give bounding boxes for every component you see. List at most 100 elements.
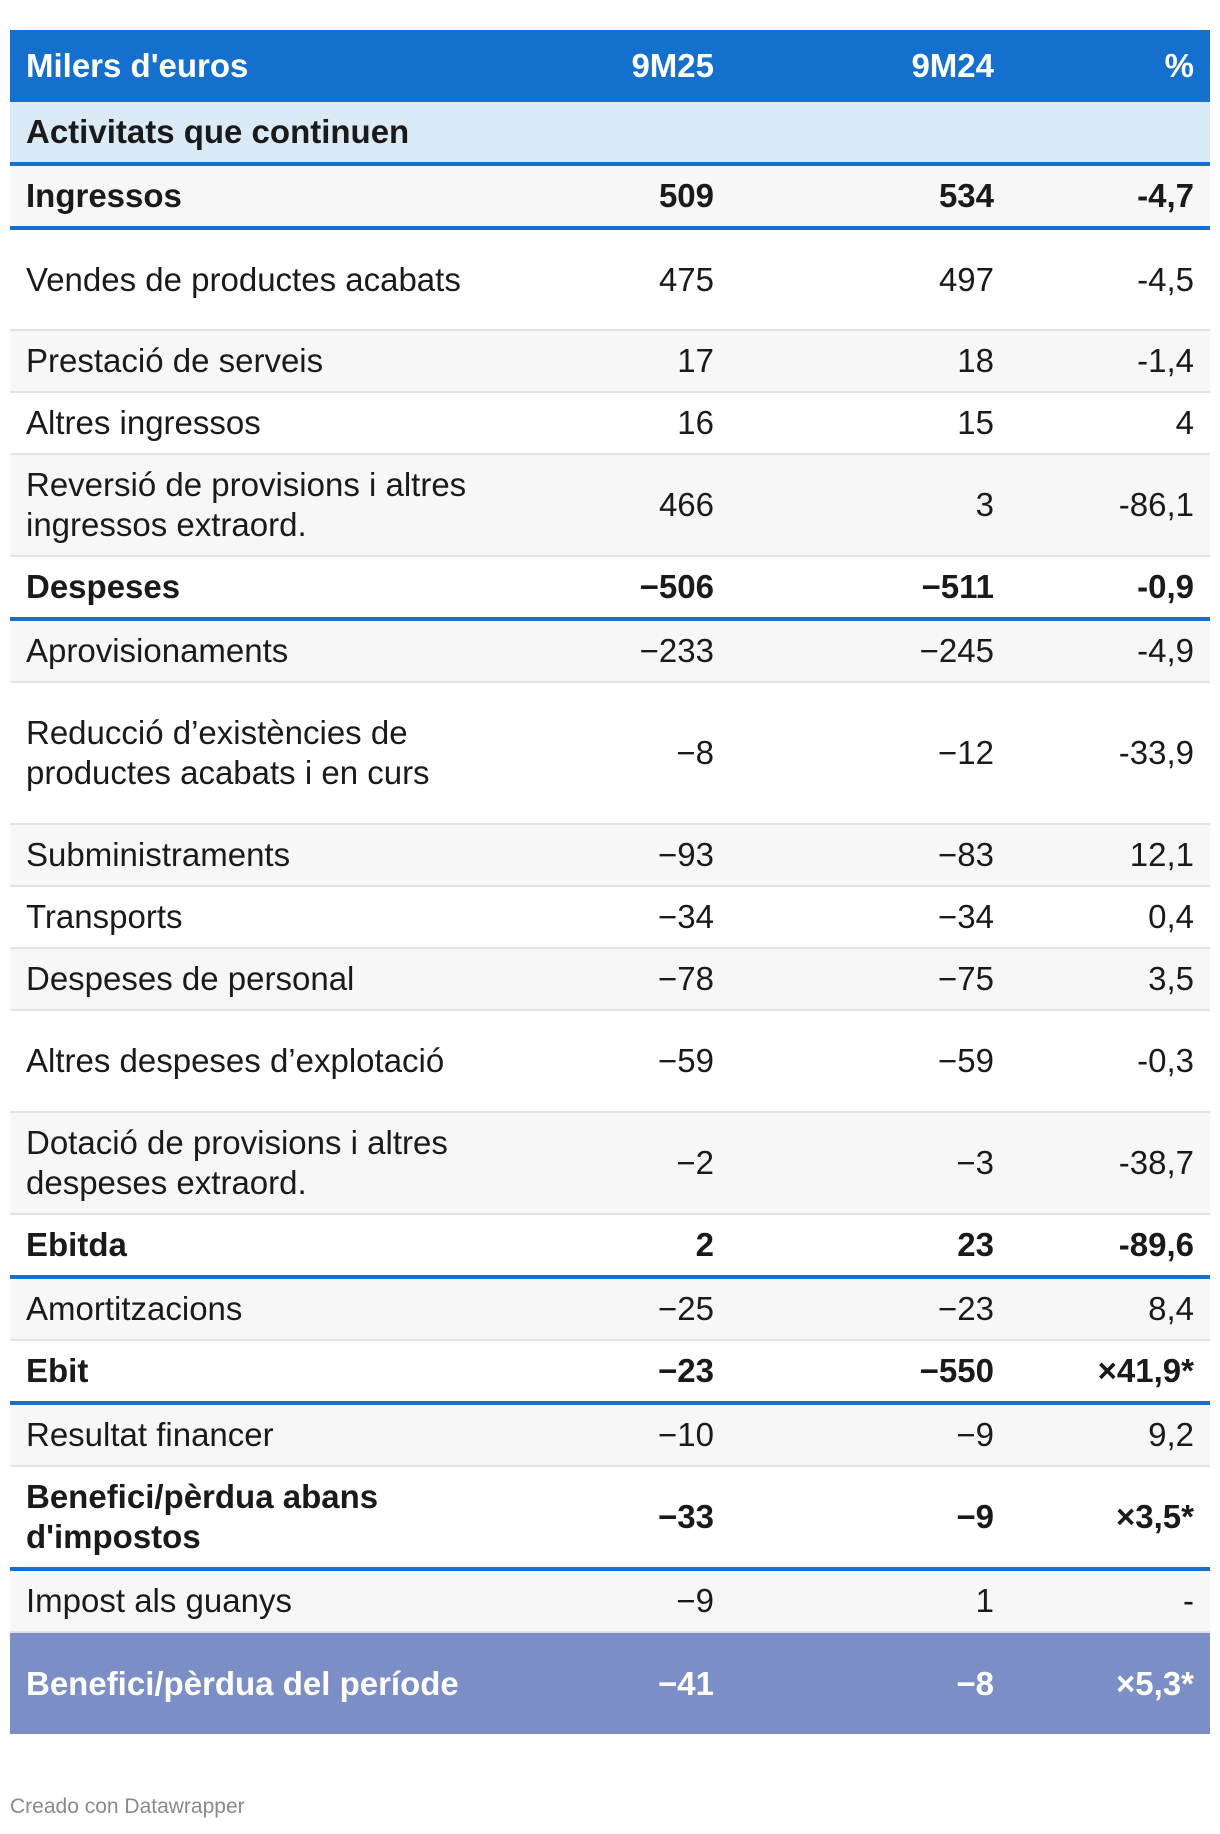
row-pct: 12,1	[1129, 836, 1194, 873]
row-pct: 4	[1175, 404, 1194, 441]
table-row-result: Benefici/pèrdua del període −41 −8 ×5,3*	[10, 1632, 1210, 1734]
row-label: Subministraments	[26, 836, 291, 873]
row-label: Altres ingressos	[26, 404, 261, 441]
table-row: Prestació de serveis 17 18 -1,4	[10, 330, 1210, 392]
table-row: Amortitzacions −25 −23 8,4	[10, 1277, 1210, 1340]
table-row: Altres despeses d’explotació −59 −59 -0,…	[10, 1010, 1210, 1112]
table-row: Transports −34 −34 0,4	[10, 886, 1210, 948]
row-pct: 9,2	[1148, 1416, 1194, 1453]
table-row-ingressos: Ingressos 509 534 -4,7	[10, 164, 1210, 228]
row-9m24: 23	[957, 1226, 994, 1263]
row-pct: 0,4	[1148, 898, 1194, 935]
header-percent: %	[1164, 47, 1194, 84]
row-label: Ebit	[26, 1352, 89, 1389]
row-label: Resultat financer	[26, 1416, 274, 1453]
table-row: Reducció d’existències de productes acab…	[10, 682, 1210, 824]
row-9m25: −33	[658, 1498, 714, 1535]
row-pct: -	[1183, 1582, 1194, 1619]
row-9m25: −59	[658, 1042, 714, 1079]
table-row-bai: Benefici/pèrdua abans d'impostos −33 −9 …	[10, 1466, 1210, 1569]
row-9m24: −34	[938, 898, 994, 935]
table-row: Dotació de provisions i altres despeses …	[10, 1112, 1210, 1214]
row-pct: -4,5	[1137, 260, 1194, 298]
row-9m25: −93	[658, 836, 714, 873]
row-pct: ×5,3*	[1116, 1664, 1194, 1702]
row-label: Despeses	[26, 568, 181, 605]
row-9m25: −8	[676, 734, 714, 771]
header-label: Milers d'euros	[26, 47, 249, 84]
row-label: Ebitda	[26, 1226, 127, 1263]
row-pct: ×3,5*	[1116, 1498, 1194, 1535]
table-row: Reversió de provisions i altres ingresso…	[10, 454, 1210, 556]
table-row: Impost als guanys −9 1 -	[10, 1569, 1210, 1632]
row-pct: 3,5	[1148, 960, 1194, 997]
section-row: Activitats que continuen	[10, 102, 1210, 164]
row-9m24: −3	[956, 1144, 994, 1181]
financial-table-container: Milers d'euros 9M25 9M24 % Activitats qu…	[10, 30, 1210, 1734]
row-pct: -0,9	[1137, 568, 1194, 605]
row-pct: -4,9	[1137, 632, 1194, 669]
row-9m24: −12	[938, 734, 994, 771]
table-row: Despeses de personal −78 −75 3,5	[10, 948, 1210, 1010]
row-pct: -33,9	[1118, 734, 1194, 771]
row-9m24: −59	[938, 1042, 994, 1079]
row-label: Reducció d’existències de productes acab…	[26, 714, 430, 791]
row-9m25: −506	[639, 568, 714, 605]
row-9m24: −23	[938, 1290, 994, 1327]
row-pct: 8,4	[1148, 1290, 1194, 1327]
header-9m25: 9M25	[631, 47, 714, 84]
row-label: Dotació de provisions i altres despeses …	[26, 1124, 448, 1201]
row-9m25: −9	[676, 1582, 714, 1619]
row-9m25: 466	[658, 486, 714, 523]
row-9m24: −8	[956, 1664, 994, 1702]
row-label: Transports	[26, 898, 183, 935]
row-9m24: −550	[919, 1352, 994, 1389]
row-9m25: −34	[658, 898, 714, 935]
table-row: Vendes de productes acabats 475 497 -4,5	[10, 228, 1210, 330]
row-9m24: 497	[938, 260, 994, 298]
row-9m25: 17	[677, 342, 714, 379]
footer-credit[interactable]: Creado con Datawrapper	[10, 1795, 245, 1818]
row-label: Amortitzacions	[26, 1290, 243, 1327]
table-row: Resultat financer −10 −9 9,2	[10, 1403, 1210, 1466]
row-9m25: 475	[658, 260, 714, 298]
section-title: Activitats que continuen	[26, 113, 410, 150]
table-row-ebitda: Ebitda 2 23 -89,6	[10, 1214, 1210, 1277]
row-9m25: −23	[658, 1352, 714, 1389]
row-9m25: 509	[658, 177, 714, 214]
row-9m24: 1	[975, 1582, 994, 1619]
row-9m24: 3	[975, 486, 994, 523]
row-9m25: 2	[695, 1226, 714, 1263]
header-9m24: 9M24	[911, 47, 994, 84]
table-row-despeses: Despeses −506 −511 -0,9	[10, 556, 1210, 619]
row-9m24: −9	[956, 1498, 994, 1535]
row-pct: -4,7	[1137, 177, 1194, 214]
row-label: Reversió de provisions i altres ingresso…	[26, 466, 467, 543]
row-label: Impost als guanys	[26, 1582, 292, 1619]
row-pct: -86,1	[1118, 486, 1194, 523]
table-header-row: Milers d'euros 9M25 9M24 %	[10, 30, 1210, 102]
row-9m24: −83	[938, 836, 994, 873]
row-9m25: −2	[676, 1144, 714, 1181]
row-label: Altres despeses d’explotació	[26, 1042, 445, 1079]
financial-table: Milers d'euros 9M25 9M24 % Activitats qu…	[10, 30, 1210, 1734]
row-label: Benefici/pèrdua abans d'impostos	[26, 1478, 379, 1555]
row-9m24: 15	[957, 404, 994, 441]
row-9m25: −78	[658, 960, 714, 997]
row-label: Prestació de serveis	[26, 342, 324, 379]
row-9m25: 16	[677, 404, 714, 441]
table-row: Altres ingressos 16 15 4	[10, 392, 1210, 454]
row-label: Ingressos	[26, 177, 182, 214]
row-9m24: −245	[919, 632, 994, 669]
row-9m24: −9	[956, 1416, 994, 1453]
row-pct: -0,3	[1137, 1042, 1194, 1079]
row-pct: -1,4	[1137, 342, 1194, 379]
row-9m24: 18	[957, 342, 994, 379]
row-9m25: −41	[658, 1664, 714, 1702]
row-label: Vendes de productes acabats	[26, 260, 461, 298]
row-9m25: −233	[639, 632, 714, 669]
row-pct: -89,6	[1118, 1226, 1194, 1263]
row-9m24: −511	[921, 568, 994, 605]
table-row: Subministraments −93 −83 12,1	[10, 824, 1210, 886]
row-label: Despeses de personal	[26, 960, 355, 997]
